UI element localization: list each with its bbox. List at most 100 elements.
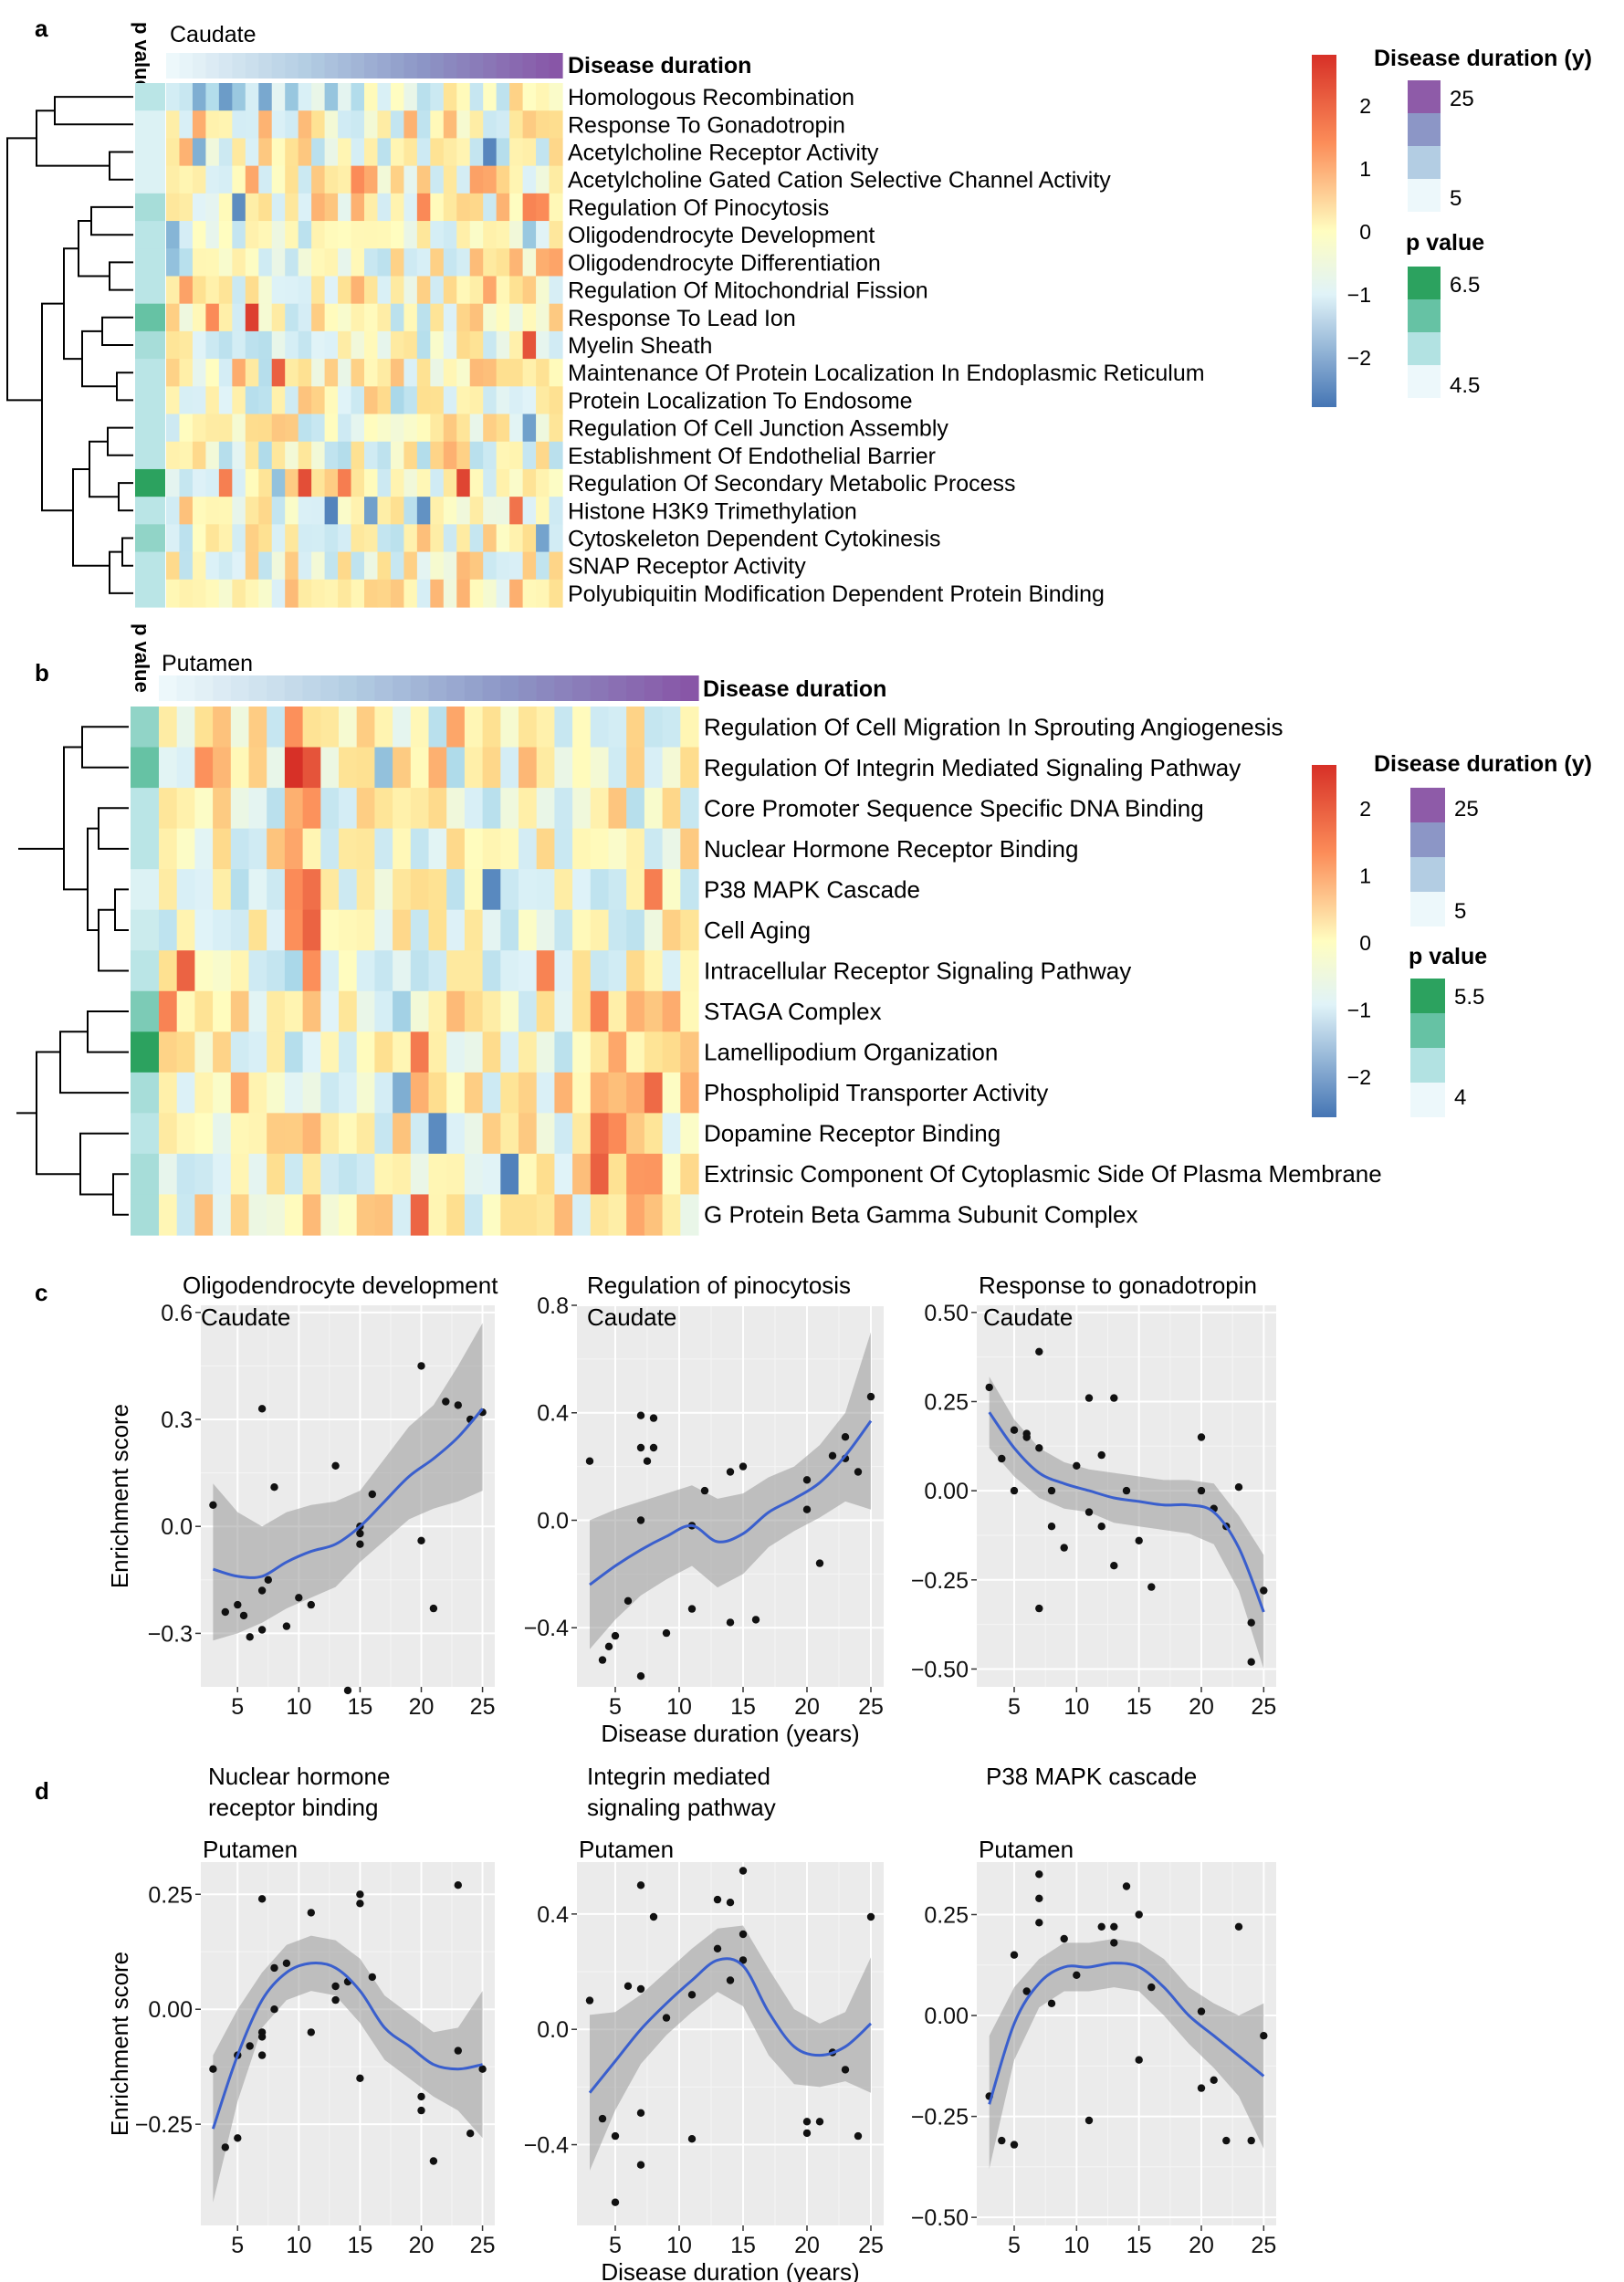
heatmap-cell (522, 359, 537, 387)
heatmap-cell (483, 579, 498, 608)
heatmap-cell (338, 165, 352, 194)
row-label: G Protein Beta Gamma Subunit Complex (704, 1201, 1137, 1229)
heatmap-cell (285, 248, 299, 277)
heatmap-cell (311, 193, 326, 222)
data-point (270, 1483, 278, 1492)
heatmap-cell (390, 524, 404, 553)
data-point (643, 1457, 652, 1465)
heatmap-cell (377, 138, 392, 167)
row-label: Regulation Of Cell Junction Assembly (568, 416, 948, 442)
heatmap-cell (338, 83, 352, 111)
heatmap-cell (519, 747, 538, 789)
heatmap-cell (320, 1153, 340, 1196)
heatmap-cell (554, 869, 573, 911)
duration-cell (500, 675, 519, 701)
heatmap-cell (271, 110, 286, 140)
heatmap-cell (644, 869, 664, 911)
pvalue-cell (135, 221, 165, 249)
heatmap-cell (536, 248, 550, 277)
heatmap-cell (536, 413, 550, 443)
heatmap-cell (176, 1031, 195, 1073)
heatmap-cell (430, 330, 445, 360)
heatmap-cell (245, 221, 259, 249)
heatmap-cell (232, 551, 246, 581)
heatmap-cell (218, 579, 233, 608)
heatmap-cell (446, 1153, 466, 1196)
heatmap-cell (258, 468, 273, 497)
data-point (1035, 1347, 1043, 1356)
heatmap-cell (194, 788, 214, 830)
pvalue-cell (131, 869, 159, 911)
heatmap-cell (644, 828, 664, 870)
heatmap-cell (590, 1031, 610, 1073)
heatmap-cell (258, 221, 273, 249)
data-point (1110, 1939, 1118, 1947)
data-point (270, 1963, 278, 1973)
data-point (815, 2118, 824, 2126)
heatmap-cell (377, 413, 392, 443)
heatmap-cell (377, 83, 392, 111)
heatmap-cell (213, 1031, 232, 1073)
heatmap-cell (179, 138, 194, 167)
heatmap-cell (205, 579, 220, 608)
heatmap-cell (311, 524, 326, 553)
heatmap-cell (248, 707, 267, 748)
heatmap-cell (519, 828, 538, 870)
heatmap-cell (192, 359, 206, 387)
heatmap-cell (324, 468, 339, 497)
y-tick-label: 0.25 (148, 1882, 193, 1908)
heatmap-cell (339, 1031, 358, 1073)
panel-b-pvalue-column (131, 707, 159, 1236)
duration-cell (338, 53, 352, 79)
heatmap-cell (338, 303, 352, 332)
heatmap-cell (194, 1072, 214, 1114)
heatmap-cell (166, 468, 181, 497)
heatmap-cell (549, 468, 563, 497)
data-point (1197, 1433, 1206, 1441)
heatmap-cell (245, 551, 259, 581)
heatmap-cell (232, 330, 246, 360)
data-point (636, 1411, 645, 1419)
heatmap-cell (194, 990, 214, 1032)
heatmap-cell (536, 468, 550, 497)
heatmap-cell (232, 386, 246, 415)
heatmap-cell (403, 497, 418, 525)
heatmap-cell (430, 551, 445, 581)
heatmap-cell (285, 165, 299, 194)
panel-a-legend-pvalue-title: p value (1406, 230, 1484, 256)
data-point (246, 1633, 254, 1641)
heatmap-cell (320, 1194, 340, 1236)
heatmap-cell (377, 303, 392, 332)
heatmap-cell (536, 1031, 555, 1073)
x-tick-label: 20 (794, 2233, 820, 2258)
heatmap-cell (339, 707, 358, 748)
row-label: Nuclear Hormone Receptor Binding (704, 835, 1078, 863)
scatter-plot-4: 5 10 15 20 25 −0.25 0.00 0.25 Nuclear hormone rec… (106, 1763, 495, 2258)
data-point (726, 1976, 735, 1984)
pvalue-cell (135, 303, 165, 332)
heatmap-cell (662, 1072, 681, 1114)
heatmap-cell (364, 276, 379, 305)
heatmap-cell (192, 165, 206, 194)
heatmap-cell (311, 386, 326, 415)
heatmap-cell (536, 386, 550, 415)
heatmap-cell (644, 1072, 664, 1114)
heatmap-cell (446, 1072, 466, 1114)
heatmap-cell (393, 1153, 412, 1196)
heatmap-cell (351, 83, 365, 111)
data-point (1097, 1450, 1105, 1460)
heatmap-cell (572, 990, 592, 1032)
heatmap-cell (519, 1031, 538, 1073)
heatmap-cell (509, 441, 524, 470)
scatter-plot-6: 5 10 15 20 25 −0.50 −0.25 0.00 0.25 P38 MAPK casc… (911, 1763, 1277, 2258)
heatmap-cell (248, 869, 267, 911)
heatmap-cell (393, 747, 412, 789)
heatmap-cell (536, 1194, 555, 1236)
heatmap-cell (218, 165, 233, 194)
heatmap-cell (267, 707, 286, 748)
heatmap-cell (176, 707, 195, 748)
heatmap-cell (519, 1113, 538, 1155)
heatmap-cell (410, 1072, 430, 1114)
heatmap-cell (416, 221, 431, 249)
heatmap-cell (232, 303, 246, 332)
